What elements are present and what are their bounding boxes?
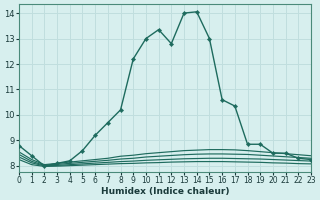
- X-axis label: Humidex (Indice chaleur): Humidex (Indice chaleur): [101, 187, 229, 196]
